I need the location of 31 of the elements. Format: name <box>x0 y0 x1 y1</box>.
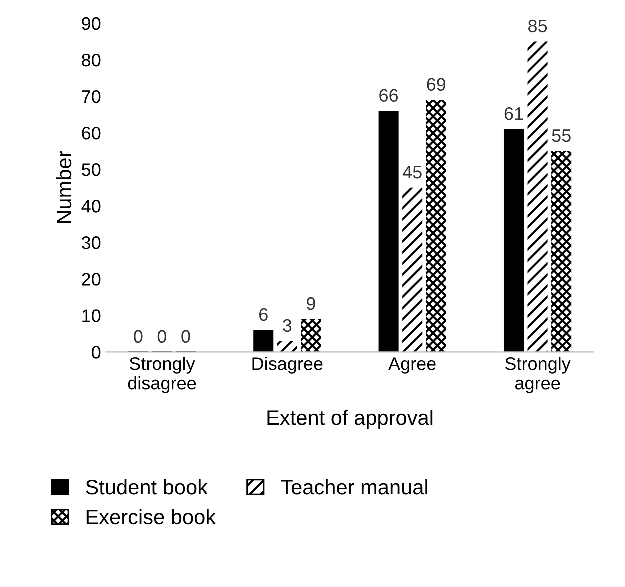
data-label: 85 <box>528 20 548 33</box>
data-label: 0 <box>134 330 143 344</box>
data-label: 0 <box>182 330 190 344</box>
data-label: 69 <box>427 78 446 92</box>
y-tick-label: 70 <box>82 90 101 104</box>
y-tick-label: 0 <box>92 346 101 359</box>
x-tick-label: Strongly disagree <box>128 357 196 394</box>
data-label: 55 <box>552 130 571 142</box>
y-tick-label: 10 <box>82 310 101 322</box>
y-axis-title: Number <box>56 151 72 224</box>
x-tick-label: Agree <box>388 358 436 374</box>
data-label: 6 <box>260 308 268 322</box>
data-label: 45 <box>402 166 422 179</box>
legend-label: Student book <box>86 479 208 495</box>
data-label: 61 <box>504 107 524 120</box>
data-label: 66 <box>380 89 398 102</box>
legend-label: Teacher manual <box>281 479 428 495</box>
x-axis-title: Extent of approval <box>268 410 433 430</box>
x-tick-label: Strongly agree <box>505 357 571 394</box>
data-label: 3 <box>283 319 292 332</box>
data-label: 9 <box>307 297 316 310</box>
legend-label: Exercise book <box>86 509 216 525</box>
y-tick-label: 90 <box>82 17 101 30</box>
y-tick-label: 60 <box>82 126 101 140</box>
x-tick-label: Disagree <box>252 357 323 374</box>
y-tick-label: 40 <box>82 200 101 213</box>
data-label: 0 <box>158 330 167 344</box>
y-tick-label: 20 <box>82 273 101 286</box>
y-tick-label: 80 <box>82 54 101 67</box>
y-tick-label: 50 <box>82 164 101 176</box>
y-tick-label: 30 <box>82 236 101 250</box>
